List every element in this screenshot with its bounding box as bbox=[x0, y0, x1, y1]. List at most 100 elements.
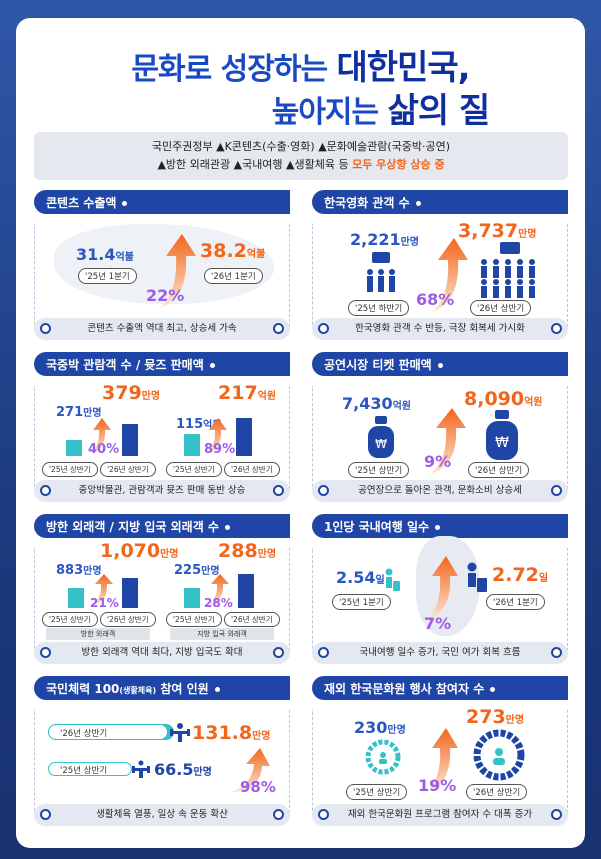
tourists-before: 883만명 bbox=[56, 563, 102, 578]
value-before: 66.5만명 bbox=[154, 760, 212, 779]
period-before: '25년 하반기 bbox=[348, 300, 410, 316]
money-bag-icon: ₩ bbox=[486, 410, 518, 460]
participants-ring-icon bbox=[365, 739, 401, 775]
svg-text:₩: ₩ bbox=[495, 435, 509, 451]
period-after: '26년 상반기 bbox=[224, 612, 280, 627]
section-title: 한국영화 관객 수 bbox=[312, 190, 568, 214]
period-before: '25년 상반기 bbox=[42, 462, 98, 477]
bar-after-inner bbox=[48, 724, 168, 740]
summary-notice: 국민주권정부 ▲K콘텐츠(수출·영화) ▲문화예술관람(국중박·공연) ▲방한 … bbox=[34, 132, 568, 180]
period-before: '25년 1분기 bbox=[78, 268, 137, 284]
value-after: 273만명 bbox=[466, 706, 525, 728]
section-title: 콘텐츠 수출액 bbox=[34, 190, 290, 214]
value-before: 31.4억불 bbox=[76, 245, 134, 264]
value-after: 131.8만명 bbox=[192, 722, 271, 744]
period-after: '26년 상반기 bbox=[60, 729, 108, 739]
sales-before-bar bbox=[184, 434, 200, 456]
increase-percent: 7% bbox=[424, 614, 452, 633]
visitors-before-bar bbox=[66, 440, 82, 456]
increase-arrow-icon bbox=[430, 408, 466, 474]
section-footer: 한국영화 관객 수 반등, 극장 회복세 가시화 bbox=[312, 318, 568, 340]
section-title: 국중박 관람객 수 / 뮷즈 판매액 bbox=[34, 352, 290, 376]
section-film-audience: 한국영화 관객 수 2,221만명 '25년 하반기 68% 3,737만명 '… bbox=[312, 190, 568, 340]
section-footer: 콘텐츠 수출액 역대 최고, 상승세 가속 bbox=[34, 318, 290, 340]
section-domestic-travel: 1인당 국내여행 일수 2.54일 '25년 1분기 7% 2.72일 '26년… bbox=[312, 514, 568, 664]
period-after: '26년 1분기 bbox=[486, 594, 545, 610]
audience-crowd-icon bbox=[481, 242, 535, 298]
visitors-before: 271만명 bbox=[56, 405, 102, 420]
dumbbell-icon bbox=[170, 723, 190, 742]
regional-after: 288만명 bbox=[218, 540, 277, 562]
visitors-percent: 40% bbox=[88, 442, 120, 457]
section-title: 공연시장 티켓 판매액 bbox=[312, 352, 568, 376]
period-before: '25년 상반기 bbox=[348, 462, 410, 478]
increase-percent: 68% bbox=[416, 290, 455, 309]
value-before: 230만명 bbox=[354, 718, 406, 737]
section-content-exports: 콘텐츠 수출액 31.4억불 '25년 1분기 22% 38.2억불 '26년 … bbox=[34, 190, 290, 340]
regional-before: 225만명 bbox=[174, 563, 220, 578]
section-museum: 국중박 관람객 수 / 뮷즈 판매액 271만명 379만명 40% 115억원… bbox=[34, 352, 290, 502]
section-footer: 생활체육 열풍, 일상 속 운동 확산 bbox=[34, 804, 290, 826]
audience-people-icon bbox=[367, 252, 395, 292]
value-after: 8,090억원 bbox=[464, 388, 543, 410]
increase-arrow-icon bbox=[208, 574, 229, 606]
period-before: '25년 1분기 bbox=[332, 594, 391, 610]
value-after: 3,737만명 bbox=[458, 220, 537, 242]
increase-arrow-icon bbox=[90, 418, 111, 454]
increase-percent: 19% bbox=[418, 776, 457, 795]
section-title: 국민체력 100(생활체육) 참여 인원 bbox=[34, 676, 290, 700]
increase-arrow-icon bbox=[432, 238, 468, 312]
regional-percent: 28% bbox=[204, 596, 233, 610]
world-map-graphic bbox=[54, 224, 274, 304]
notice-line2: ▲방한 외래관광 ▲국내여행 ▲생활체육 등 모두 우상향 상승 중 bbox=[157, 158, 445, 171]
section-footer: 중앙박물관, 관람객과 뮷즈 판매 동반 상승 bbox=[34, 480, 290, 502]
increase-percent: 98% bbox=[240, 778, 276, 796]
period-before: '25년 상반기 bbox=[166, 612, 222, 627]
sales-before: 115억원 bbox=[176, 417, 222, 432]
period-after: '26년 상반기 bbox=[466, 784, 528, 800]
dumbbell-icon bbox=[132, 760, 150, 778]
money-bag-icon: ₩ bbox=[368, 416, 394, 458]
value-after: 38.2억불 bbox=[200, 240, 266, 262]
visitors-after-bar bbox=[122, 424, 138, 456]
section-inbound-tourists: 방한 외래객 / 지방 입국 외래객 수 883만명 1,070만명 21% 2… bbox=[34, 514, 290, 664]
section-title: 1인당 국내여행 일수 bbox=[312, 514, 568, 538]
period-after: '26년 상반기 bbox=[470, 300, 532, 316]
regional-after-bar bbox=[238, 574, 254, 608]
tourists-before-bar bbox=[68, 588, 84, 608]
group-label-regional: 지방 입국 외래객 bbox=[170, 628, 274, 640]
section-fitness: 국민체력 100(생활체육) 참여 인원 '26년 상반기 131.8만명 '2… bbox=[34, 676, 290, 826]
page-title-line1: 문화로 성장하는 대한민국, bbox=[131, 48, 470, 88]
tourists-after-bar bbox=[122, 578, 138, 608]
value-after: 2.72일 bbox=[492, 564, 549, 586]
regional-before-bar bbox=[184, 588, 200, 608]
increase-percent: 22% bbox=[146, 286, 185, 305]
period-after: '26년 1분기 bbox=[204, 268, 263, 284]
section-footer: 재외 한국문화원 프로그램 참여자 수 대폭 증가 bbox=[312, 804, 568, 826]
notice-line1: 국민주권정부 ▲K콘텐츠(수출·영화) ▲문화예술관람(국중박·공연) bbox=[151, 140, 451, 153]
period-before: '25년 상반기 bbox=[60, 766, 108, 776]
value-before: 7,430억원 bbox=[342, 394, 412, 413]
section-footer: 국내여행 일수 증가, 국민 여가 회복 흐름 bbox=[312, 642, 568, 664]
period-after: '26년 상반기 bbox=[224, 462, 280, 477]
section-performance-tickets: 공연시장 티켓 판매액 7,430억원 ₩ '25년 상반기 9% 8,090억… bbox=[312, 352, 568, 502]
increase-percent: 9% bbox=[424, 452, 452, 471]
period-before: '25년 상반기 bbox=[346, 784, 408, 800]
section-title: 방한 외래객 / 지방 입국 외래객 수 bbox=[34, 514, 290, 538]
section-footer: 방한 외래객 역대 최다, 지방 입국도 확대 bbox=[34, 642, 290, 664]
section-culture-center: 재외 한국문화원 행사 참여자 수 230만명 '25년 상반기 19% 273… bbox=[312, 676, 568, 826]
group-label-inbound: 방한 외래객 bbox=[46, 628, 150, 640]
increase-arrow-icon bbox=[92, 574, 113, 606]
increase-arrow-icon bbox=[160, 234, 196, 308]
period-before: '25년 상반기 bbox=[42, 612, 98, 627]
increase-arrow-icon bbox=[426, 556, 458, 620]
period-after: '26년 상반기 bbox=[100, 462, 156, 477]
sales-after-bar bbox=[236, 418, 252, 456]
sales-after: 217억원 bbox=[218, 382, 277, 404]
value-before: 2.54일 bbox=[336, 568, 385, 587]
increase-arrow-icon bbox=[230, 748, 270, 792]
sales-percent: 89% bbox=[204, 442, 236, 457]
tourists-percent: 21% bbox=[90, 596, 119, 610]
increase-arrow-icon bbox=[426, 728, 458, 792]
svg-text:₩: ₩ bbox=[375, 437, 387, 451]
